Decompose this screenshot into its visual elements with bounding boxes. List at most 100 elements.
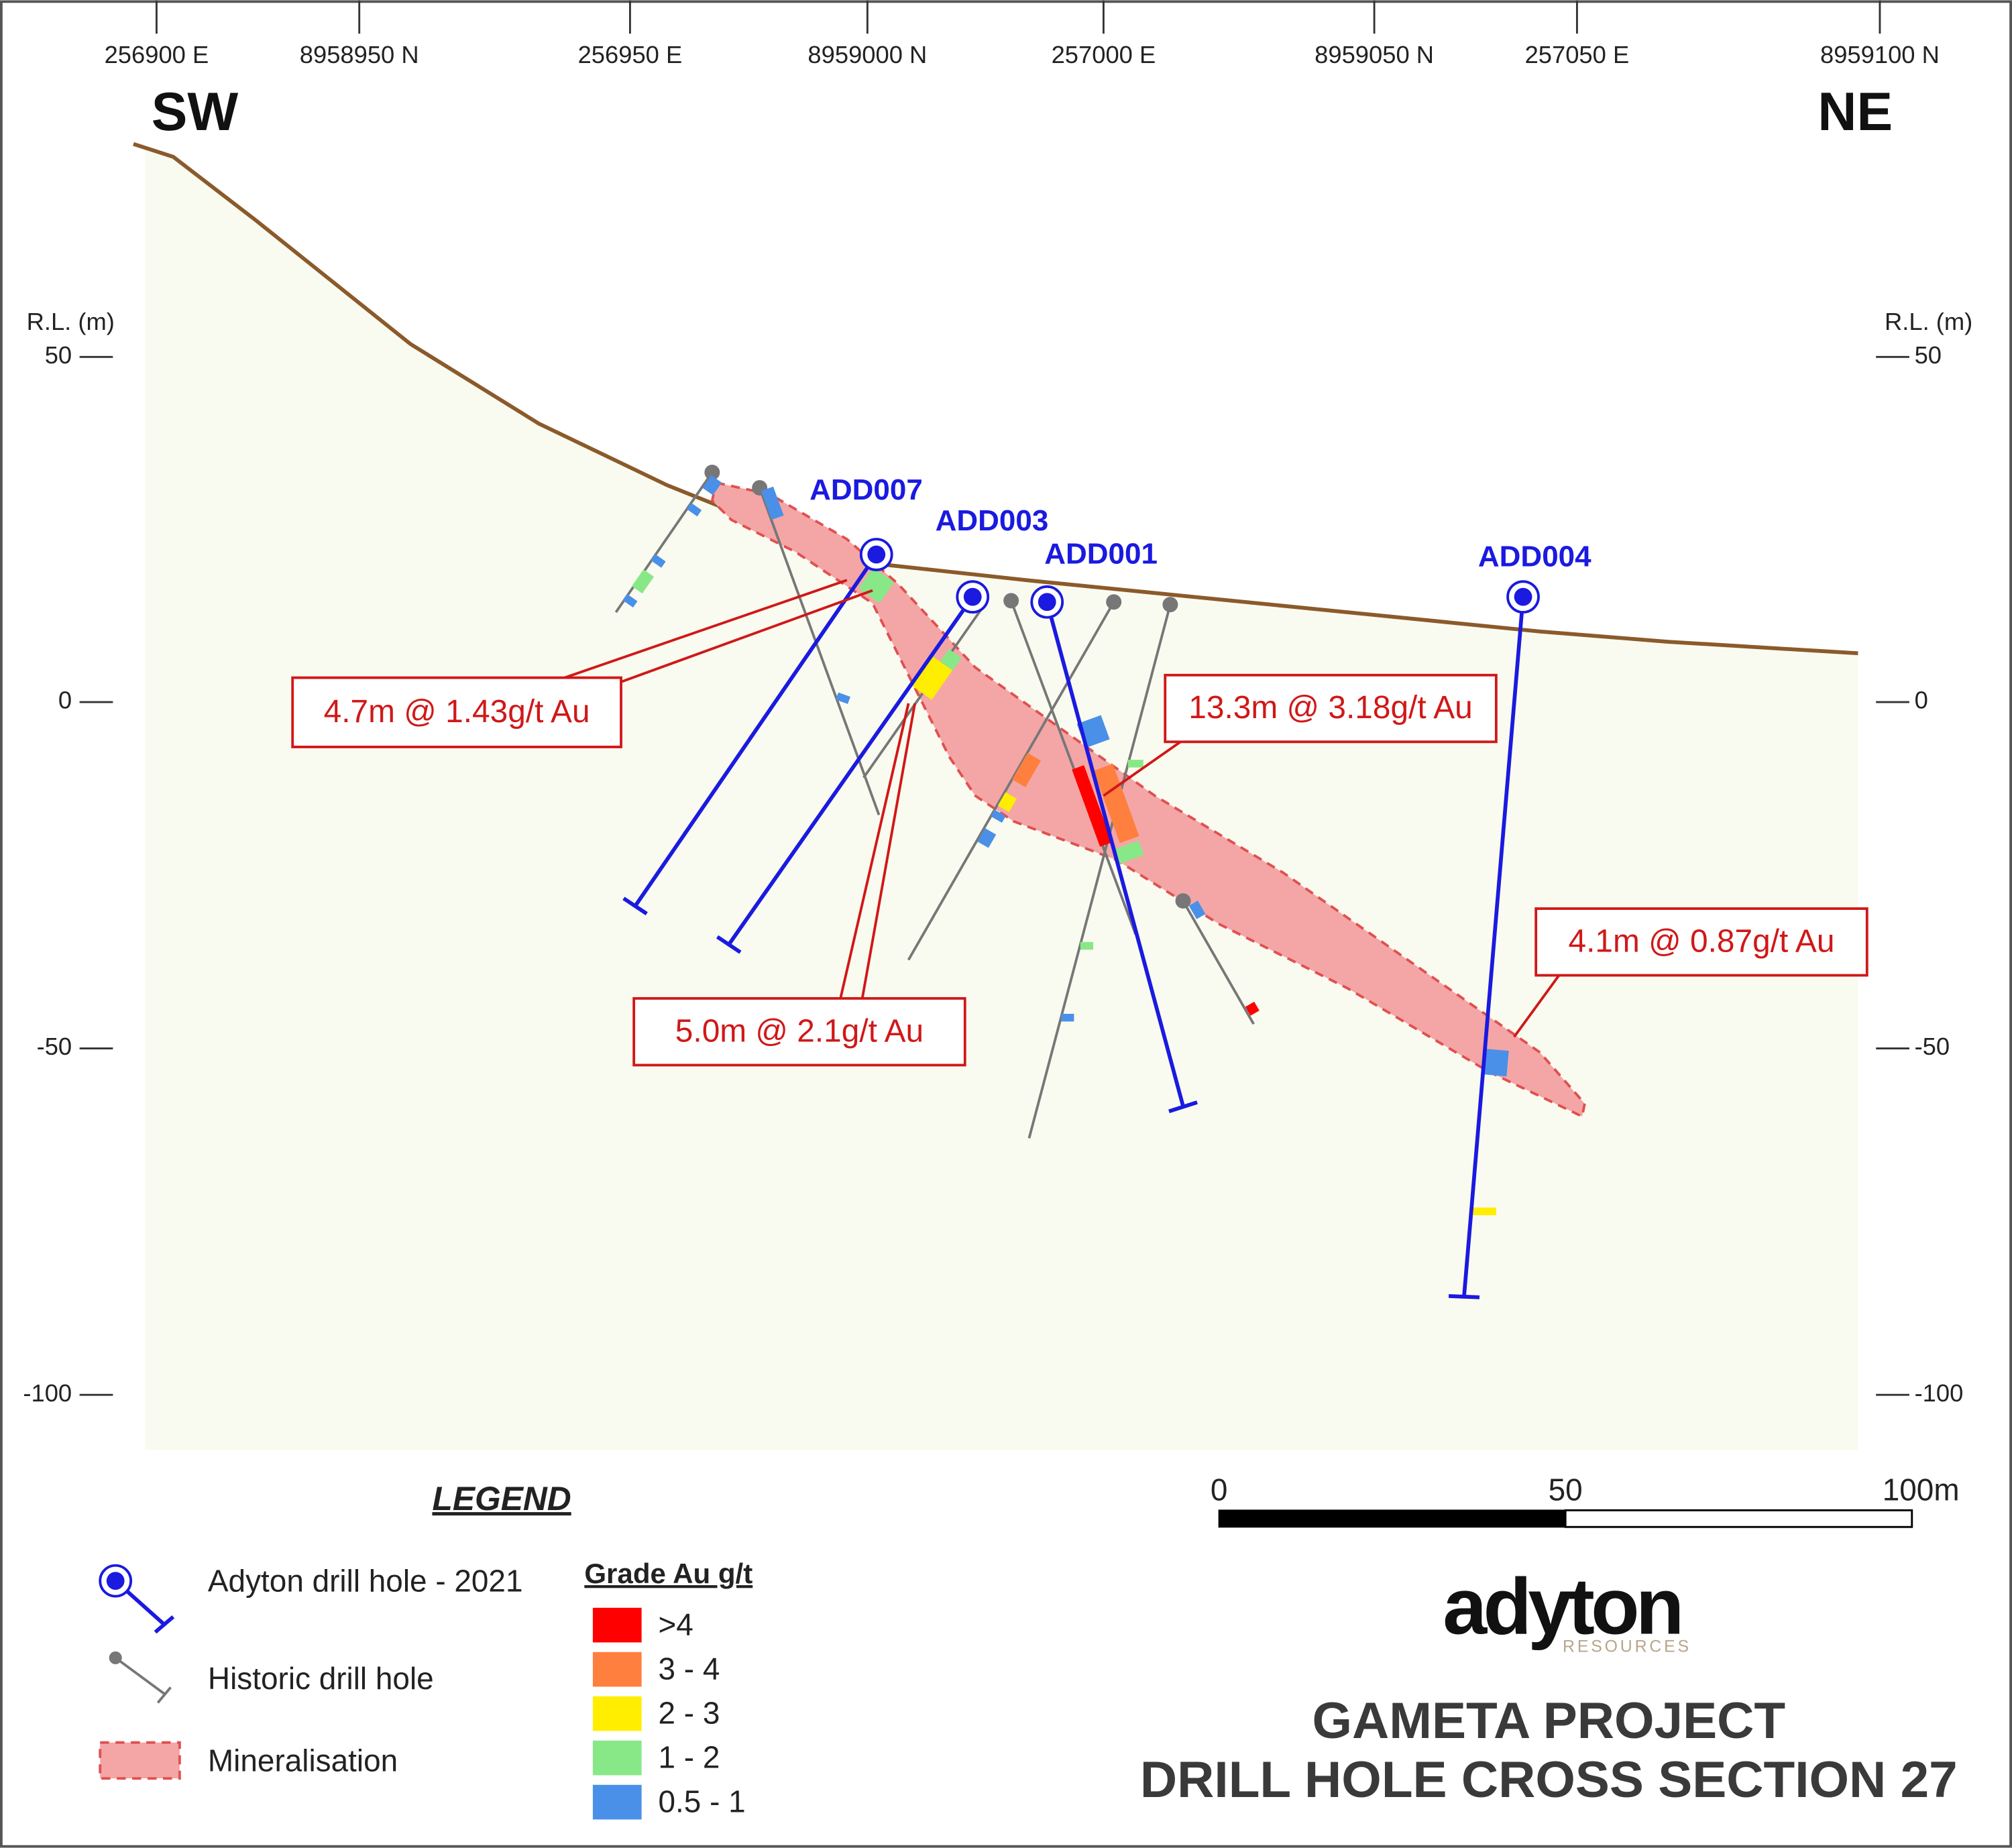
grade-label: 0.5 - 1: [659, 1784, 746, 1819]
intercept-label: 4.7m @ 1.43g/t Au: [324, 694, 590, 730]
coord-label: 8959050 N: [1315, 41, 1434, 68]
adyton-hole: [1462, 596, 1525, 1297]
callouts: [291, 579, 1868, 1067]
legend-label: Mineralisation: [208, 1743, 398, 1778]
grade-interval: [1245, 1001, 1260, 1016]
coord-label: 256950 E: [578, 41, 683, 68]
grade-interval: [622, 593, 638, 608]
logo: adyton: [1443, 1563, 1680, 1652]
intercept-label: 5.0m @ 2.1g/t Au: [675, 1013, 924, 1049]
grade-label: 1 - 2: [659, 1740, 720, 1775]
scale-bar: [1564, 1509, 1913, 1528]
intercept-label: 13.3m @ 3.18g/t Au: [1188, 690, 1472, 726]
leader-line: [1513, 974, 1561, 1038]
grade-interval: [1012, 752, 1042, 788]
level-label: 0: [1915, 687, 1928, 714]
grade-interval: [686, 502, 702, 517]
hole-label: ADD004: [1478, 540, 1591, 573]
leader-line: [1103, 740, 1182, 797]
coord-label: 8959100 N: [1820, 41, 1940, 68]
grade-interval: [631, 569, 655, 594]
scale-label: 50: [1549, 1472, 1583, 1507]
historic-hole: [1027, 604, 1172, 1139]
grade-interval: [1080, 941, 1094, 950]
grade-swatch: [592, 1784, 642, 1820]
hole-end: [716, 935, 742, 954]
coord-label: 8959000 N: [807, 41, 927, 68]
hole-label: ADD007: [809, 473, 923, 506]
callout-box: [1164, 673, 1498, 744]
callout-box: [291, 676, 622, 748]
legend-symbol: [99, 1564, 175, 1634]
coord-label: 257050 E: [1525, 41, 1630, 68]
grade-legend: >4 3 - 4 2 - 3 1 - 2 0.5 - 1: [592, 1607, 746, 1820]
title: DRILL HOLE CROSS SECTION 27: [1140, 1751, 1958, 1808]
elevation-ticks: 50 50 0 0 -50 -50 -100 -100: [23, 341, 1963, 1407]
level-label: -100: [1915, 1379, 1964, 1407]
historic-collar: [1175, 893, 1191, 909]
adyton-holes: [622, 553, 1525, 1300]
callout-box: [632, 997, 966, 1067]
grade-interval: [702, 475, 722, 496]
grade-interval: [1473, 1207, 1496, 1216]
hole-end: [1448, 1293, 1480, 1300]
historic-collar: [1162, 597, 1178, 613]
level-label: 50: [1915, 341, 1942, 369]
legend-label: Historic drill hole: [208, 1661, 434, 1696]
collar: [1030, 585, 1064, 619]
historic-hole: [907, 601, 1115, 961]
legend-title: LEGEND: [432, 1480, 571, 1517]
adyton-hole: [633, 553, 879, 907]
grade-interval: [1127, 760, 1143, 768]
collar: [859, 538, 893, 571]
grade-swatch: [592, 1696, 642, 1731]
adyton-collars: [859, 538, 1540, 619]
title: GAMETA PROJECT: [1312, 1692, 1785, 1749]
coordinate-ticks: 256900 E 8958950 N 256950 E 8959000 N 257000…: [105, 0, 1940, 68]
grade-interval: [977, 828, 997, 848]
axis-label: R.L. (m): [1885, 308, 1972, 335]
coord-label: 257000 E: [1052, 41, 1156, 68]
grade-interval: [1484, 1049, 1509, 1077]
intercept-label: 4.1m @ 0.87g/t Au: [1569, 923, 1835, 959]
grade-swatch: [592, 1652, 642, 1687]
hole-label: ADD001: [1044, 538, 1158, 571]
adyton-hole: [727, 595, 974, 946]
grade-interval: [991, 809, 1006, 823]
grade-label: 2 - 3: [659, 1696, 720, 1731]
grade-interval: [761, 486, 784, 520]
historic-hole: [1182, 900, 1255, 1025]
direction-label: NE: [1818, 82, 1893, 142]
grade-swatch: [592, 1740, 642, 1776]
leader-line: [839, 703, 910, 999]
collar: [1506, 580, 1540, 614]
callout-box: [1534, 907, 1868, 977]
axis-label: R.L. (m): [27, 308, 115, 335]
leader-line: [860, 703, 917, 999]
scale-bar: [1218, 1509, 1567, 1528]
scale-label: 100m: [1883, 1472, 1960, 1507]
grade-interval: [651, 554, 666, 568]
level-label: -50: [1915, 1033, 1950, 1060]
leader-line: [590, 589, 873, 695]
adyton-hole: [1045, 601, 1185, 1107]
grade-interval: [858, 567, 895, 603]
hole-end: [622, 897, 648, 916]
grade-label: 3 - 4: [659, 1652, 720, 1686]
grade-legend-title: Grade Au g/t: [584, 1558, 752, 1589]
historic-hole: [1009, 600, 1137, 935]
grade-interval: [1072, 765, 1113, 847]
logo-subtitle: RESOURCES: [1563, 1637, 1691, 1656]
grade-label: >4: [659, 1607, 693, 1642]
hole-label: ADD003: [936, 504, 1049, 537]
coord-label: 256900 E: [105, 41, 209, 68]
historic-collar: [1106, 594, 1122, 610]
level-label: -50: [37, 1033, 72, 1060]
grade-interval: [997, 792, 1017, 812]
grade-interval: [1061, 1013, 1074, 1022]
grade-swatch: [592, 1607, 642, 1643]
mineralisation: [710, 481, 1586, 1118]
hole-end: [1168, 1100, 1198, 1114]
legend-symbol: [99, 1741, 181, 1780]
